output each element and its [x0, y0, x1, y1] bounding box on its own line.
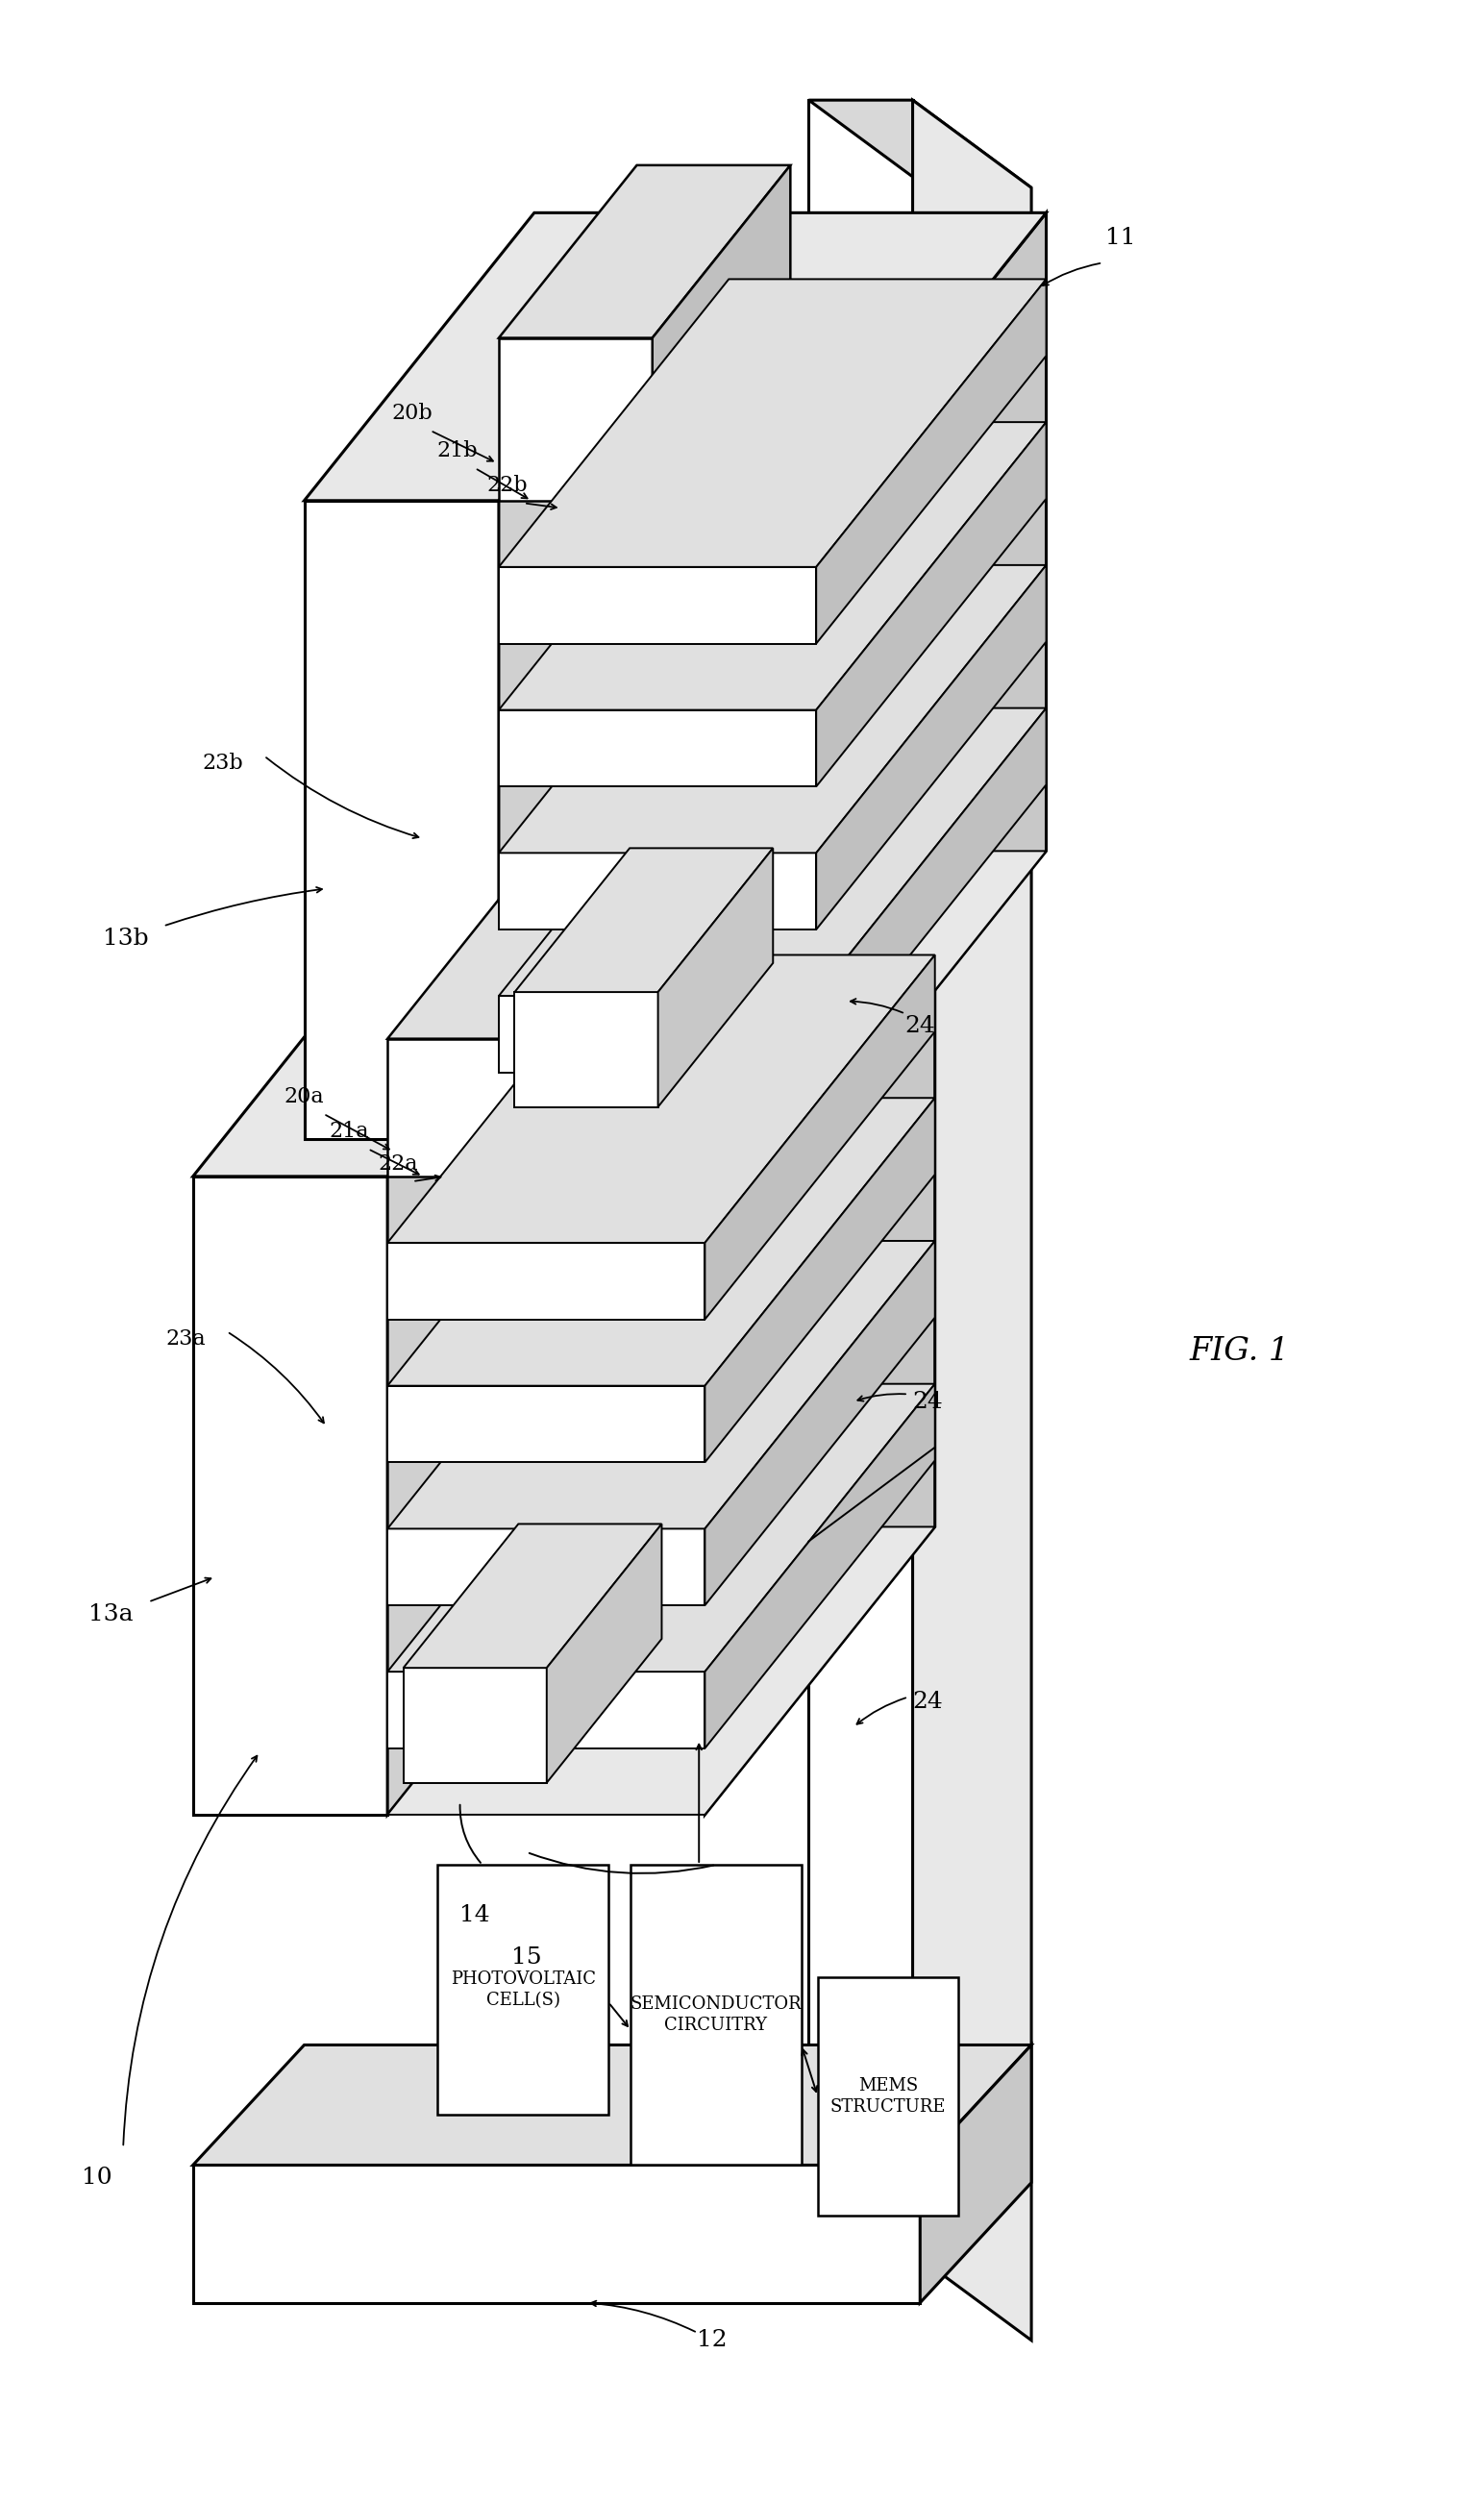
Bar [818, 1977, 959, 2215]
Polygon shape [387, 1384, 935, 1672]
Polygon shape [387, 1529, 705, 1604]
Polygon shape [387, 1244, 705, 1319]
Polygon shape [657, 849, 773, 1106]
Polygon shape [499, 708, 1046, 996]
Polygon shape [499, 280, 1046, 568]
Text: 22a: 22a [378, 1154, 417, 1174]
Polygon shape [653, 165, 791, 501]
Polygon shape [705, 889, 935, 1815]
Polygon shape [809, 100, 913, 2253]
Polygon shape [387, 1387, 705, 1462]
Text: 20b: 20b [392, 403, 433, 423]
Polygon shape [193, 1176, 387, 1815]
Text: 15: 15 [512, 1947, 542, 1967]
Polygon shape [499, 996, 816, 1071]
Text: 20a: 20a [285, 1086, 324, 1106]
Text: 21a: 21a [329, 1121, 368, 1141]
Polygon shape [816, 280, 1046, 643]
Polygon shape [304, 501, 499, 1139]
Polygon shape [304, 213, 1046, 501]
Text: 22b: 22b [487, 476, 528, 496]
Polygon shape [499, 213, 729, 1139]
Text: FIG. 1: FIG. 1 [1189, 1337, 1290, 1367]
Polygon shape [387, 1039, 542, 1176]
Polygon shape [499, 566, 1046, 854]
Polygon shape [499, 568, 816, 643]
Text: 24: 24 [905, 1016, 935, 1036]
Polygon shape [499, 165, 791, 338]
Polygon shape [515, 849, 773, 991]
Polygon shape [913, 100, 1031, 2340]
Polygon shape [816, 423, 1046, 786]
Bar [631, 1865, 801, 2165]
Text: 21b: 21b [436, 441, 478, 461]
Text: 13b: 13b [104, 929, 148, 949]
Polygon shape [193, 2165, 920, 2303]
Polygon shape [705, 1384, 935, 1747]
Polygon shape [846, 951, 905, 1051]
Polygon shape [387, 1241, 935, 1529]
Text: 10: 10 [82, 2168, 111, 2188]
Text: 13a: 13a [89, 1604, 134, 1624]
Text: 24: 24 [913, 1692, 942, 1712]
Bar [438, 1865, 608, 2115]
Polygon shape [387, 866, 680, 1039]
Polygon shape [499, 711, 816, 786]
Polygon shape [499, 338, 653, 501]
Polygon shape [499, 851, 1046, 1139]
Polygon shape [387, 956, 935, 1244]
Polygon shape [387, 1527, 935, 1815]
Polygon shape [193, 2045, 1031, 2165]
Text: 23a: 23a [166, 1329, 205, 1349]
Polygon shape [705, 1099, 935, 1462]
Polygon shape [404, 1667, 546, 1782]
Text: PHOTOVOLTAIC
CELL(S): PHOTOVOLTAIC CELL(S) [451, 1970, 595, 2010]
Text: 12: 12 [697, 2330, 727, 2350]
Polygon shape [809, 100, 1031, 188]
Polygon shape [816, 708, 1046, 1071]
Polygon shape [387, 889, 617, 1815]
Text: 24: 24 [913, 1392, 942, 1412]
Polygon shape [404, 1524, 662, 1667]
Polygon shape [846, 350, 905, 501]
Polygon shape [542, 866, 680, 1176]
Text: 14: 14 [460, 1905, 490, 1925]
Polygon shape [705, 1241, 935, 1604]
Polygon shape [816, 213, 1046, 1139]
Polygon shape [193, 889, 935, 1176]
Text: MEMS
STRUCTURE: MEMS STRUCTURE [830, 2077, 947, 2115]
Text: 11: 11 [1106, 228, 1135, 248]
Polygon shape [705, 956, 935, 1319]
Polygon shape [387, 1672, 705, 1747]
Polygon shape [816, 566, 1046, 929]
Polygon shape [499, 854, 816, 929]
Polygon shape [546, 1524, 662, 1782]
Polygon shape [515, 991, 657, 1106]
Text: SEMICONDUCTOR
CIRCUITRY: SEMICONDUCTOR CIRCUITRY [631, 1995, 801, 2035]
Polygon shape [920, 2045, 1031, 2303]
Text: 23b: 23b [202, 753, 243, 773]
Polygon shape [499, 423, 1046, 711]
Polygon shape [387, 1099, 935, 1387]
